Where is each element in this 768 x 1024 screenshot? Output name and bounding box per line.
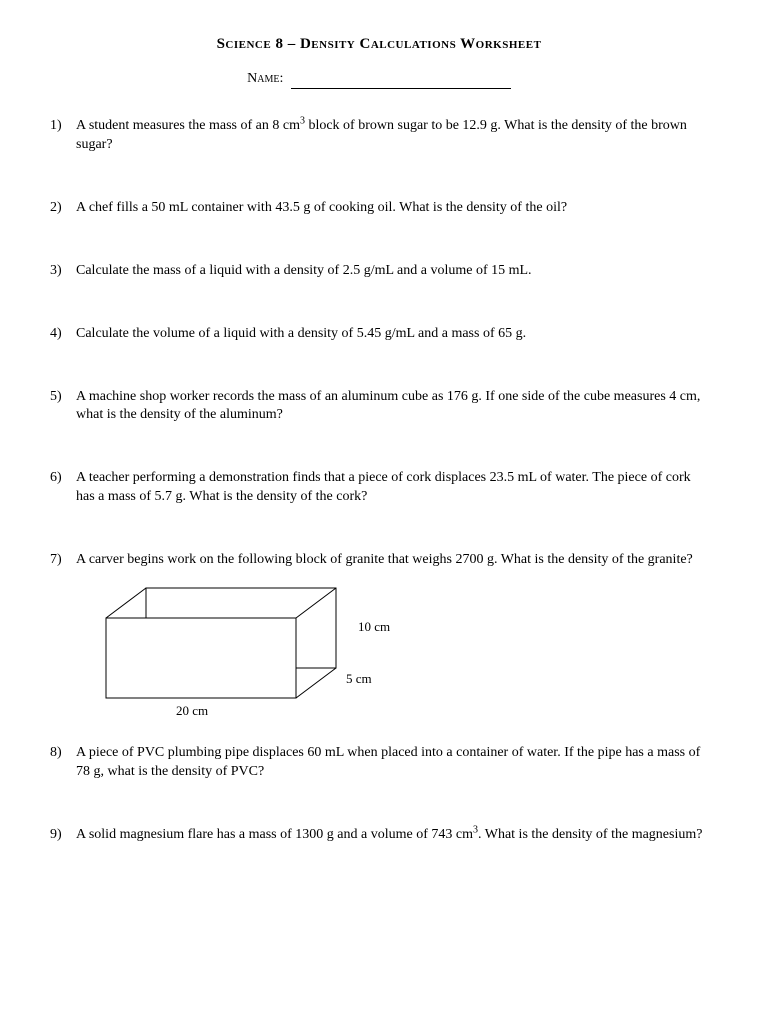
question-6: 6) A teacher performing a demonstration … xyxy=(50,469,708,507)
question-text: Calculate the mass of a liquid with a de… xyxy=(76,262,708,281)
granite-block-diagram: 10 cm 5 cm 20 cm xyxy=(76,578,416,718)
name-blank[interactable] xyxy=(291,74,511,89)
question-8: 8) A piece of PVC plumbing pipe displace… xyxy=(50,744,708,782)
question-text: Calculate the volume of a liquid with a … xyxy=(76,325,708,344)
question-number: 4) xyxy=(50,325,76,344)
question-5: 5) A machine shop worker records the mas… xyxy=(50,388,708,426)
question-2: 2) A chef fills a 50 mL container with 4… xyxy=(50,199,708,218)
question-number: 1) xyxy=(50,117,76,155)
question-1: 1) A student measures the mass of an 8 c… xyxy=(50,117,708,155)
name-label: Name: xyxy=(247,71,283,86)
question-number: 3) xyxy=(50,262,76,281)
question-number: 5) xyxy=(50,388,76,426)
question-text: A piece of PVC plumbing pipe displaces 6… xyxy=(76,744,708,782)
question-number: 9) xyxy=(50,826,76,845)
block-svg xyxy=(76,578,416,718)
question-text: A solid magnesium flare has a mass of 13… xyxy=(76,826,708,845)
worksheet-page: Science 8 – Density Calculations Workshe… xyxy=(0,0,768,895)
question-number: 6) xyxy=(50,469,76,507)
dim-height-label: 10 cm xyxy=(358,618,390,636)
page-title: Science 8 – Density Calculations Workshe… xyxy=(50,30,708,54)
question-text: A carver begins work on the following bl… xyxy=(76,551,708,726)
question-number: 8) xyxy=(50,744,76,782)
question-7: 7) A carver begins work on the following… xyxy=(50,551,708,726)
question-text: A teacher performing a demonstration fin… xyxy=(76,469,708,507)
question-3: 3) Calculate the mass of a liquid with a… xyxy=(50,262,708,281)
question-number: 2) xyxy=(50,199,76,218)
question-text: A machine shop worker records the mass o… xyxy=(76,388,708,426)
question-text: A chef fills a 50 mL container with 43.5… xyxy=(76,199,708,218)
dim-depth-label: 5 cm xyxy=(346,670,372,688)
question-text: A student measures the mass of an 8 cm3 … xyxy=(76,117,708,155)
question-9: 9) A solid magnesium flare has a mass of… xyxy=(50,826,708,845)
name-row: Name: xyxy=(50,70,708,89)
question-number: 7) xyxy=(50,551,76,726)
dim-width-label: 20 cm xyxy=(176,702,208,720)
question-4: 4) Calculate the volume of a liquid with… xyxy=(50,325,708,344)
